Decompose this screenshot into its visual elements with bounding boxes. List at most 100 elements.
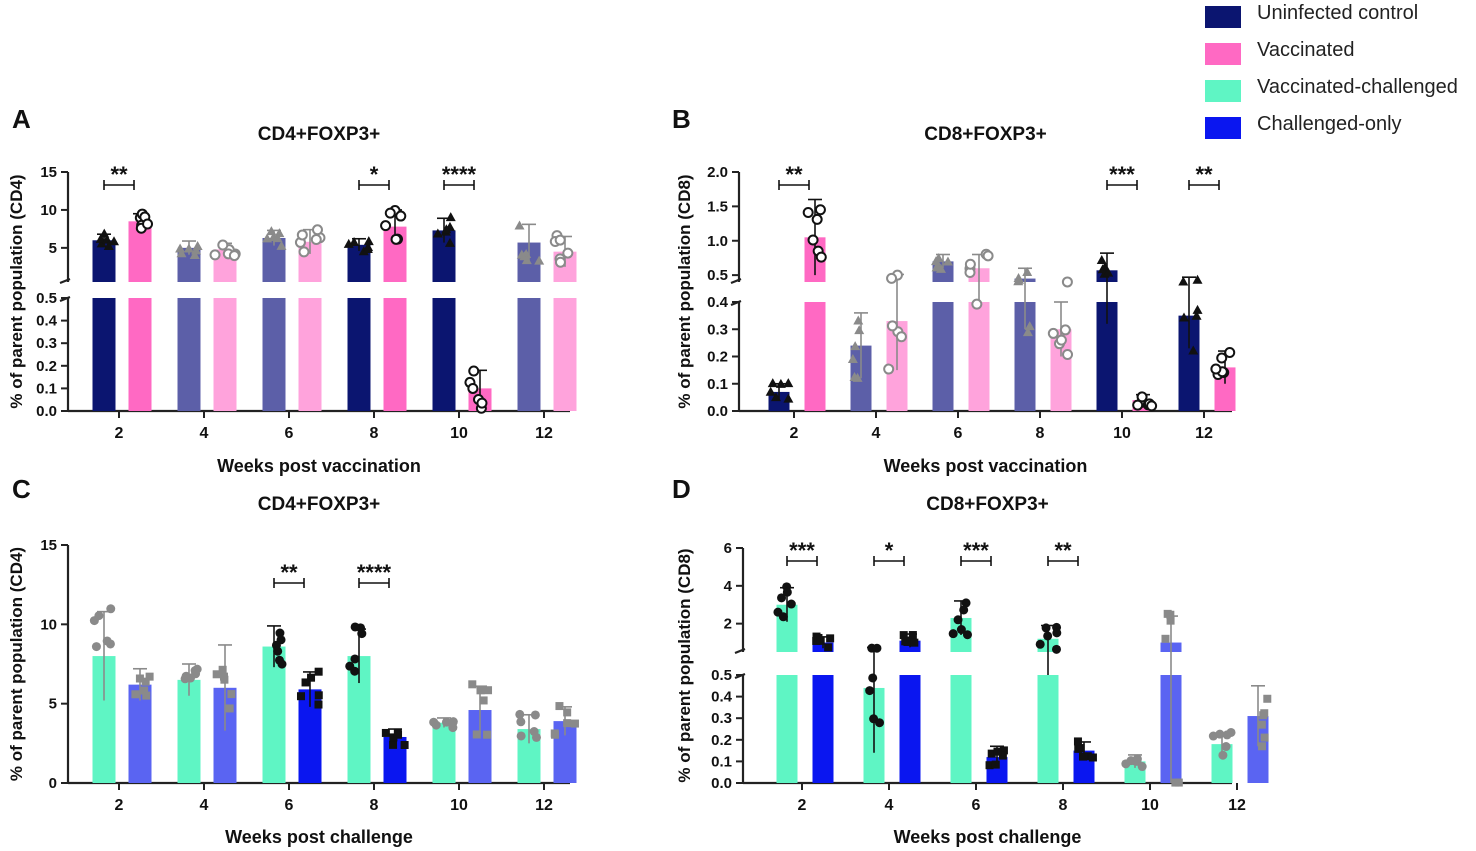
data-point — [516, 731, 526, 741]
x-tick-label: 10 — [450, 797, 468, 814]
bar — [1211, 744, 1233, 783]
data-point — [529, 727, 539, 737]
panel-b-chart: CD8+FOXP3+ Weeks post vaccination % of par… — [675, 124, 1236, 476]
bar — [92, 240, 116, 282]
y-tick-label: 0.1 — [711, 753, 732, 770]
significance-label: * — [885, 538, 894, 563]
panel-label-a: A — [12, 104, 31, 134]
data-point — [903, 636, 912, 645]
data-point — [314, 700, 323, 709]
data-point — [991, 760, 1000, 769]
data-point — [350, 666, 360, 676]
data-point — [961, 598, 971, 608]
data-point — [444, 237, 455, 247]
data-point — [131, 690, 140, 699]
x-tick-label: 4 — [872, 425, 881, 442]
y-tick-label: 0.5 — [711, 667, 732, 684]
data-point — [467, 382, 479, 394]
data-point — [807, 234, 819, 246]
data-point — [262, 233, 273, 243]
bar — [432, 298, 456, 411]
data-point — [1079, 752, 1088, 761]
data-point — [217, 239, 229, 251]
data-point — [515, 709, 525, 719]
x-tick-label: 8 — [1059, 797, 1068, 814]
data-point — [275, 628, 285, 638]
data-point — [180, 674, 190, 684]
data-point — [962, 630, 972, 640]
data-point — [192, 664, 202, 674]
data-point — [998, 751, 1007, 760]
data-point — [1024, 321, 1035, 331]
data-point — [1073, 737, 1082, 746]
data-point — [307, 673, 316, 682]
data-point — [1222, 730, 1232, 740]
x-tick-label: 6 — [954, 425, 963, 442]
data-point — [910, 638, 919, 647]
data-point — [1260, 733, 1269, 742]
data-point — [276, 240, 287, 250]
data-point — [959, 605, 969, 615]
data-point — [770, 392, 781, 402]
data-point — [1171, 778, 1180, 787]
bar — [262, 298, 286, 411]
x-axis-label: Weeks post vaccination — [217, 456, 421, 476]
data-point — [445, 212, 456, 222]
data-point — [277, 659, 287, 669]
data-point — [310, 234, 322, 246]
data-point — [95, 233, 106, 243]
data-point — [479, 696, 488, 705]
bar — [298, 689, 322, 783]
data-point — [814, 204, 826, 216]
x-tick-label: 12 — [1195, 425, 1213, 442]
significance-label: *** — [1109, 162, 1135, 187]
significance-label: *** — [963, 538, 989, 563]
x-tick-label: 12 — [535, 797, 553, 814]
data-point — [883, 363, 895, 375]
bar — [383, 298, 407, 411]
x-tick-label: 6 — [285, 797, 294, 814]
y-tick-label: 0.1 — [36, 380, 57, 397]
data-point — [899, 631, 908, 640]
data-point — [135, 674, 144, 683]
legend-label: Vaccinated — [1257, 39, 1355, 61]
data-point — [847, 354, 858, 364]
data-point — [1215, 729, 1225, 739]
data-point — [516, 717, 526, 727]
bar — [1037, 675, 1059, 783]
data-point — [948, 629, 958, 639]
bar — [553, 721, 577, 783]
data-point — [786, 599, 796, 609]
data-point — [431, 720, 441, 730]
bar — [1096, 302, 1118, 411]
data-point — [1224, 347, 1236, 359]
y-axis-label: % of parent population (CD8) — [675, 174, 694, 408]
data-point — [782, 587, 792, 597]
y-tick-label: 0.3 — [707, 321, 728, 338]
data-point — [296, 692, 305, 701]
data-point — [1146, 400, 1158, 412]
data-point — [1221, 742, 1231, 752]
data-point — [853, 315, 864, 325]
data-point — [563, 719, 572, 728]
data-point — [775, 378, 786, 388]
x-tick-label: 10 — [1141, 797, 1159, 814]
y-tick-label: 0.4 — [711, 689, 733, 706]
significance-label: ** — [280, 560, 298, 585]
data-point — [1022, 327, 1033, 337]
y-tick-label: 0.3 — [711, 710, 732, 727]
data-point — [468, 365, 480, 377]
legend-swatch — [1205, 80, 1241, 102]
data-point — [228, 250, 240, 262]
bar — [347, 298, 371, 411]
y-tick-label: 0.0 — [707, 403, 728, 420]
significance-label: ** — [1195, 162, 1213, 187]
data-point — [311, 224, 323, 236]
data-point — [783, 378, 794, 388]
chart-title: CD8+FOXP3+ — [926, 494, 1049, 515]
bar — [128, 684, 152, 783]
data-point — [381, 728, 390, 737]
data-point — [218, 665, 227, 674]
data-point — [142, 218, 154, 230]
bar — [812, 675, 834, 783]
